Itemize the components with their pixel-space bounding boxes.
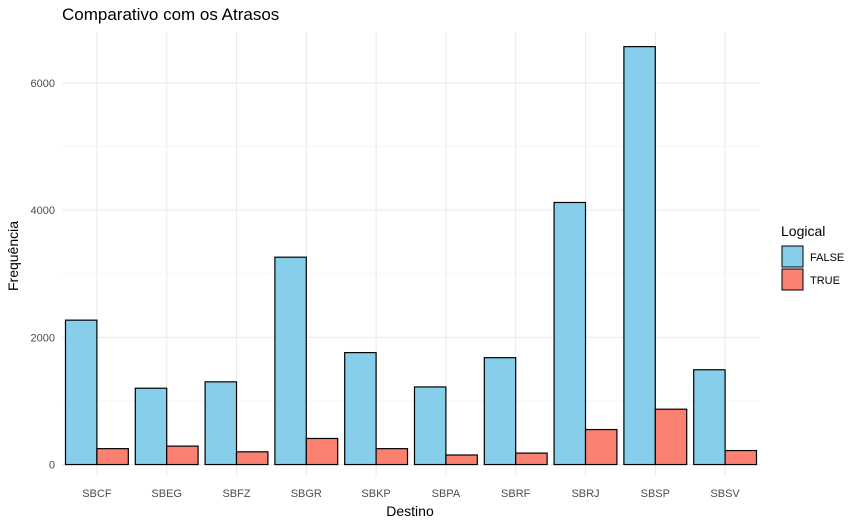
x-tick-label: SBSV [710, 488, 740, 500]
bar-sbrj-true [584, 428, 618, 466]
bar-sbrj-false [553, 201, 587, 466]
x-tick-label: SBPA [432, 488, 461, 500]
legend-label-true: TRUE [810, 275, 840, 287]
legend-label-false: FALSE [810, 252, 844, 264]
bar-sbeg-false [134, 387, 168, 466]
bar-sbkp-true [375, 448, 409, 466]
legend: Logical FALSE TRUE [781, 223, 844, 291]
bar-sbfz-false [204, 381, 238, 466]
bar-sbfz-true [235, 451, 269, 466]
legend-key-true [781, 268, 804, 291]
y-axis-title: Frequência [5, 221, 21, 291]
y-tick-label: 4000 [31, 205, 55, 217]
bar-sbsv-false [693, 369, 726, 466]
x-tick-label: SBRJ [571, 488, 599, 500]
bar-sbrf-true [515, 452, 548, 466]
x-tick-label: SBRF [501, 488, 531, 500]
bar-sbkp-false [344, 351, 377, 466]
x-tick-label: SBFZ [222, 488, 250, 500]
x-tick-label: SBGR [291, 488, 322, 500]
y-tick-label: 2000 [31, 332, 55, 344]
x-tick-label: SBKP [361, 488, 390, 500]
x-tick-label: SBSP [641, 488, 670, 500]
bar-sbsv-true [724, 449, 758, 466]
bar-sbsp-true [654, 408, 688, 466]
bar-sbpa-true [445, 454, 478, 466]
bars [64, 46, 758, 466]
y-axis-ticks: 0 2000 4000 6000 [31, 78, 55, 472]
bar-sbeg-true [166, 445, 199, 466]
bar-sbcf-true [96, 448, 129, 466]
bar-sbrf-false [483, 357, 517, 466]
x-tick-label: SBEG [151, 488, 182, 500]
bar-sbsp-false [623, 46, 656, 466]
bar-sbpa-false [413, 386, 447, 466]
x-axis-title: Destino [386, 503, 434, 519]
x-tick-label: SBCF [82, 488, 112, 500]
chart-title: Comparativo com os Atrasos [62, 5, 279, 24]
legend-title: Logical [781, 223, 825, 239]
y-tick-label: 6000 [31, 78, 55, 90]
legend-key-false [781, 245, 804, 268]
x-axis-ticks: SBCF SBEG SBFZ SBGR SBKP SBPA SBRF SBRJ SBSP SBSV [82, 488, 740, 500]
bar-sbgr-false [274, 256, 307, 466]
bar-sbgr-true [305, 437, 339, 466]
bar-sbcf-false [64, 319, 98, 466]
y-tick-label: 0 [49, 460, 55, 472]
